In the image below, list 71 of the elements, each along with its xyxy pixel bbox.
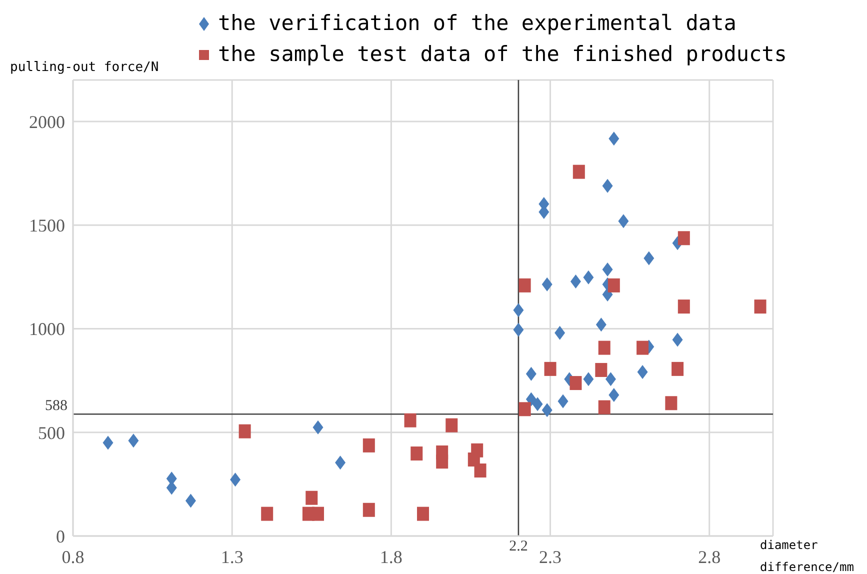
x-axis-title: diameter difference/mm [760, 537, 855, 574]
y-tick-label: 1500 [29, 215, 65, 236]
x-tick-label: 1.8 [380, 546, 402, 567]
point [230, 472, 241, 487]
point [362, 438, 375, 452]
point [312, 506, 324, 521]
y-tick-label: 0 [56, 526, 65, 546]
point [608, 278, 620, 292]
point [513, 303, 524, 318]
point [335, 456, 346, 470]
ref-line-label: 588 [45, 398, 68, 414]
y-axis-title: pulling-out force/N [10, 60, 159, 75]
point [644, 251, 654, 266]
point [754, 300, 766, 314]
x-tick-label: 0.8 [62, 546, 84, 567]
point [446, 418, 458, 432]
point [526, 366, 536, 381]
point [608, 388, 620, 402]
point [672, 332, 683, 347]
point [261, 506, 274, 521]
point [672, 362, 684, 376]
point [513, 322, 524, 337]
point [583, 270, 594, 284]
y-tick-label: 2000 [29, 112, 65, 132]
point [618, 214, 629, 228]
ref-line-label: 2.2 [509, 538, 528, 555]
point [185, 494, 196, 508]
point [128, 434, 139, 448]
x-tick-label: 2.3 [539, 546, 562, 567]
point [544, 362, 556, 376]
point [542, 403, 552, 418]
point [602, 178, 613, 193]
point [312, 420, 324, 434]
point [598, 400, 610, 414]
point [608, 132, 620, 146]
point [362, 502, 375, 517]
y-tick-label: 500 [38, 422, 65, 443]
point [474, 464, 486, 478]
point [572, 164, 585, 179]
point [637, 365, 648, 380]
point [554, 326, 566, 340]
point [518, 278, 531, 292]
point [468, 452, 480, 467]
point [542, 277, 552, 292]
point [636, 340, 649, 355]
point [238, 424, 251, 438]
point [404, 413, 416, 428]
point [570, 376, 582, 390]
point [605, 372, 616, 386]
point [665, 396, 678, 410]
point [306, 490, 318, 505]
point [436, 454, 448, 469]
point [678, 231, 690, 246]
point [417, 506, 429, 521]
point [583, 372, 594, 386]
point [602, 262, 613, 276]
point [678, 300, 690, 314]
point [410, 446, 423, 461]
x-tick-label: 1.3 [220, 546, 244, 567]
x-tick-label: 2.8 [698, 546, 721, 567]
legend-label: the verification of the experimental data [218, 10, 736, 37]
point [532, 397, 543, 412]
point [595, 362, 608, 377]
point [598, 340, 610, 355]
legend-label: the sample test data of the finished products [218, 41, 787, 68]
point [102, 436, 114, 450]
point [570, 274, 581, 288]
point [596, 318, 606, 332]
point [518, 402, 531, 416]
point [558, 394, 568, 408]
y-tick-label: 1000 [29, 319, 65, 340]
